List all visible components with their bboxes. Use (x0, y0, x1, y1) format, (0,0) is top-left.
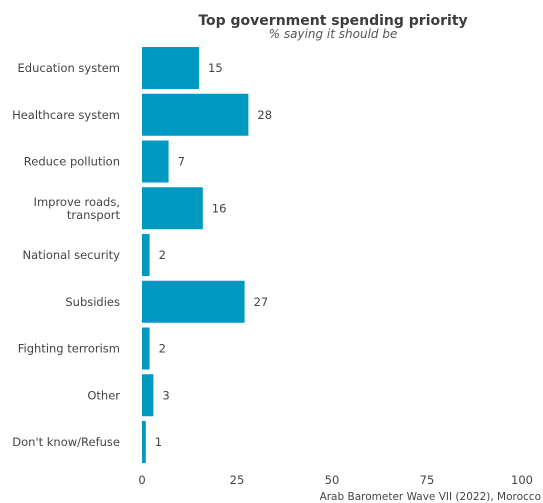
chart-subtitle: % saying it should be (269, 27, 398, 41)
bar (142, 421, 146, 463)
bar (142, 93, 249, 136)
bar (142, 47, 199, 89)
bar (142, 187, 203, 230)
x-tick-label: 25 (230, 473, 245, 487)
category-label: National security (23, 248, 121, 262)
x-tick-label: 75 (420, 473, 435, 487)
x-tick-label: 50 (325, 473, 340, 487)
value-label: 27 (254, 295, 269, 309)
chart-title: Top government spending priority (198, 13, 467, 29)
category-label: Healthcare system (12, 108, 120, 122)
value-label: 1 (155, 435, 162, 449)
source-caption: Arab Barometer Wave VII (2022), Morocco (320, 491, 541, 503)
value-label: 3 (162, 388, 169, 402)
bar (142, 140, 169, 183)
value-label: 7 (178, 155, 185, 169)
bar (142, 374, 154, 417)
x-axis-ticks: 0 25 50 75 100 (138, 473, 533, 487)
value-label: 2 (159, 342, 166, 356)
value-label: 15 (208, 61, 223, 75)
category-label: Improve roads, transport (34, 195, 121, 222)
category-label: Don't know/Refuse (12, 435, 120, 449)
category-label: Other (87, 388, 120, 402)
x-tick-label: 100 (511, 473, 533, 487)
bar (142, 327, 150, 370)
value-label: 2 (159, 248, 166, 262)
bar (142, 234, 150, 276)
category-label: Reduce pollution (24, 155, 120, 169)
value-labels: 15 28 7 16 2 27 2 3 1 (155, 61, 272, 449)
category-label: Subsidies (65, 295, 120, 309)
bar (142, 280, 245, 323)
x-tick-label: 0 (138, 473, 145, 487)
value-label: 16 (212, 201, 227, 215)
category-labels: Education system Healthcare system Reduce … (12, 61, 120, 449)
bars (142, 47, 249, 463)
category-label: Fighting terrorism (18, 342, 120, 356)
category-label: Education system (18, 61, 120, 75)
value-label: 28 (257, 108, 272, 122)
